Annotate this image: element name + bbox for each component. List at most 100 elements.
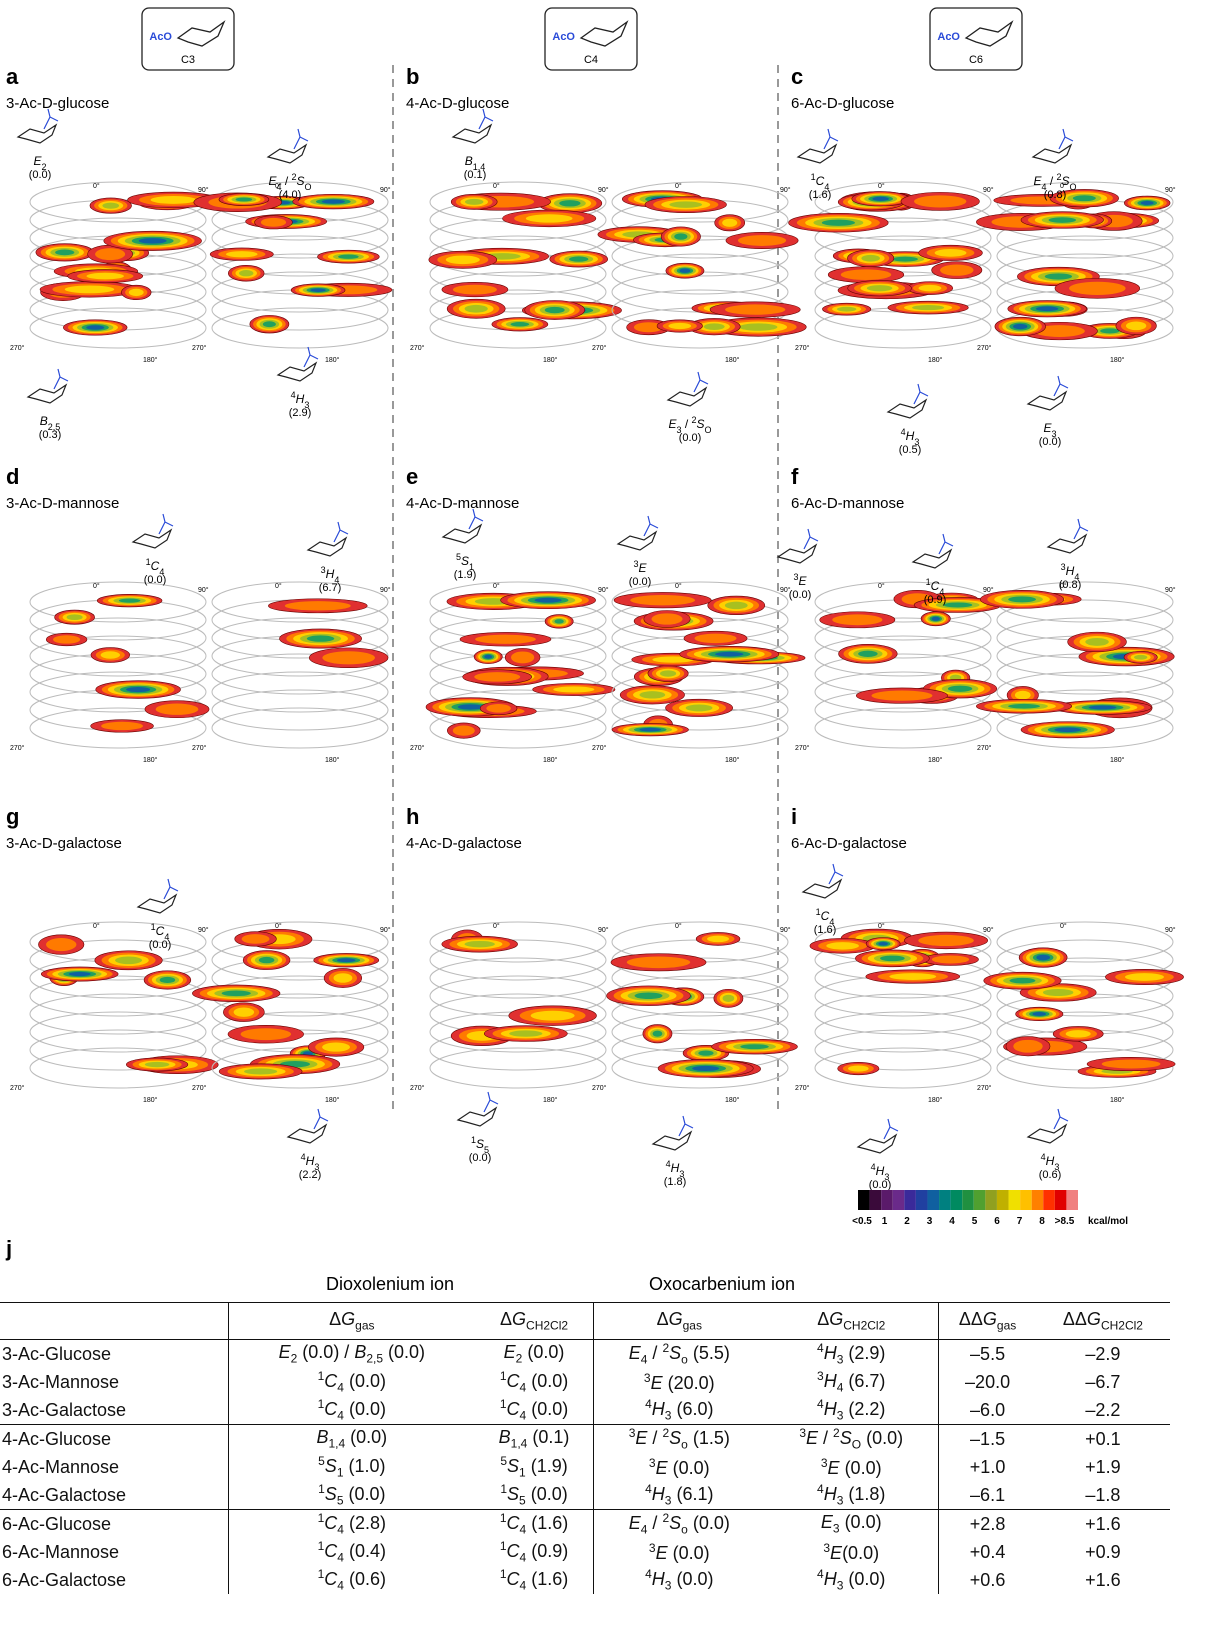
cell: 1C4 (1.6) <box>475 1566 594 1594</box>
contour <box>1008 596 1036 602</box>
contour <box>511 651 534 663</box>
cell-text: 4 <box>337 1381 344 1395</box>
header-row: ΔGgasΔGCH2Cl2ΔGgasΔGCH2Cl2ΔΔGgasΔΔGCH2Cl… <box>0 1303 1170 1340</box>
panel-title: 6-Ac-D-mannose <box>791 495 904 512</box>
angle-label: 270° <box>410 344 425 352</box>
colorbar-label: 7 <box>1017 1216 1023 1227</box>
cell: 6-Ac-Mannose <box>0 1538 229 1566</box>
plot-ring <box>30 994 206 1034</box>
contour <box>261 218 286 227</box>
molecule <box>28 385 66 403</box>
cell-text: 3-Ac-Galactose <box>2 1400 126 1420</box>
cell-text: 4 <box>337 1523 344 1537</box>
contour <box>943 602 972 607</box>
contour <box>53 635 80 643</box>
angle-label: 270° <box>10 744 25 752</box>
cell: 4H3 (1.8) <box>764 1481 939 1510</box>
plot-ring <box>430 958 606 998</box>
cell-text: / <box>647 1513 662 1533</box>
cell: 4H3 (6.1) <box>594 1481 764 1510</box>
panel-letter: h <box>406 804 419 829</box>
contour <box>880 956 905 962</box>
label-part: C <box>156 924 165 938</box>
conformer-energy: (0.8) <box>1059 579 1082 591</box>
angle-label: 0° <box>878 922 885 930</box>
colorbar-swatch <box>893 1190 905 1210</box>
cell-text: 6-Ac-Mannose <box>2 1542 119 1562</box>
conformer-energy: (0.0) <box>679 432 702 444</box>
cell: ΔΔGCH2Cl2 <box>1036 1303 1170 1340</box>
conformer-energy: (0.0) <box>149 939 172 951</box>
contour <box>630 595 695 605</box>
cell-text: E <box>830 1543 842 1563</box>
cell-text: (0.0) <box>522 1342 564 1362</box>
cell-text: C <box>507 1371 520 1391</box>
angle-label: 0° <box>878 182 885 190</box>
cell-text: 5 <box>500 1454 507 1468</box>
contour <box>1013 324 1027 329</box>
contour <box>236 197 253 201</box>
cell-text: S <box>669 1513 681 1533</box>
angle-label: 90° <box>198 586 209 594</box>
cell: 3H4 (6.7) <box>764 1368 939 1396</box>
contour <box>940 265 974 276</box>
contour <box>694 634 736 643</box>
molecule <box>778 545 816 563</box>
contour <box>935 249 967 257</box>
contour <box>948 686 972 692</box>
angle-label: 0° <box>93 182 100 190</box>
conformer-energy: (0.8) <box>1044 189 1067 201</box>
cell-text: (1.6) <box>526 1513 568 1533</box>
conformer-label: 3E <box>633 559 647 575</box>
contour <box>932 955 969 963</box>
cell: –6.0 <box>939 1396 1036 1425</box>
cell-text: 4 <box>645 1397 652 1411</box>
cell-text: E <box>828 1458 840 1478</box>
cell-text: 3 <box>833 1522 840 1536</box>
colorbar-swatch <box>951 1190 963 1210</box>
cell-text: (1.5) <box>688 1428 730 1448</box>
table-row: 4-Ac-GlucoseB1,4 (0.0)B1,4 (0.1)3E / 2So… <box>0 1425 1170 1454</box>
cell: +1.6 <box>1036 1566 1170 1594</box>
contour <box>150 196 196 204</box>
cell: +1.9 <box>1036 1453 1170 1481</box>
contour <box>889 973 936 980</box>
angle-label: 270° <box>592 744 607 752</box>
panel-title: 6-Ac-D-glucose <box>791 95 894 112</box>
contour <box>474 672 520 682</box>
cell: 6-Ac-Glucose <box>0 1510 229 1539</box>
colorbar-swatch <box>858 1190 870 1210</box>
cell-text: (0.0) <box>861 1428 903 1448</box>
cell: –1.8 <box>1036 1481 1170 1510</box>
cell: 4-Ac-Glucose <box>0 1425 229 1454</box>
cell-text: +2.8 <box>970 1514 1006 1534</box>
angle-label: 180° <box>1110 1096 1125 1104</box>
conformer-energy: (0.0) <box>469 1152 492 1164</box>
contour <box>1036 955 1050 961</box>
cell-text: 5 <box>519 1494 526 1508</box>
cell-text: 3 <box>817 1369 824 1383</box>
cell-text: Δ <box>657 1309 669 1329</box>
substituent: AcO <box>937 31 960 43</box>
angle-label: 0° <box>493 922 500 930</box>
angle-label: 270° <box>10 344 25 352</box>
cell-text: 6-Ac-Galactose <box>2 1570 126 1590</box>
plot-ring <box>815 708 991 748</box>
colorbar-swatch <box>916 1190 928 1210</box>
cell-text: 1,4 <box>328 1437 345 1451</box>
contour <box>723 995 735 1002</box>
contour <box>65 285 114 293</box>
cell-text: 1 <box>337 1466 344 1480</box>
cell: ΔGgas <box>594 1303 764 1340</box>
cell-text: (0.0) <box>671 1569 713 1589</box>
contour <box>484 655 492 659</box>
colorbar-label: 5 <box>972 1216 978 1227</box>
table-row: 3-Ac-Galactose1C4 (0.0)1C4 (0.0)4H3 (6.0… <box>0 1396 1170 1425</box>
conformer-energy: (4.0) <box>279 189 302 201</box>
cell-text: E <box>821 1512 833 1532</box>
plot-ring <box>30 1012 206 1052</box>
cell-text: +0.6 <box>970 1570 1006 1590</box>
cell-text: 6-Ac-Glucose <box>2 1514 111 1534</box>
plot-ring <box>815 1012 991 1052</box>
label-part: O <box>1070 182 1077 192</box>
